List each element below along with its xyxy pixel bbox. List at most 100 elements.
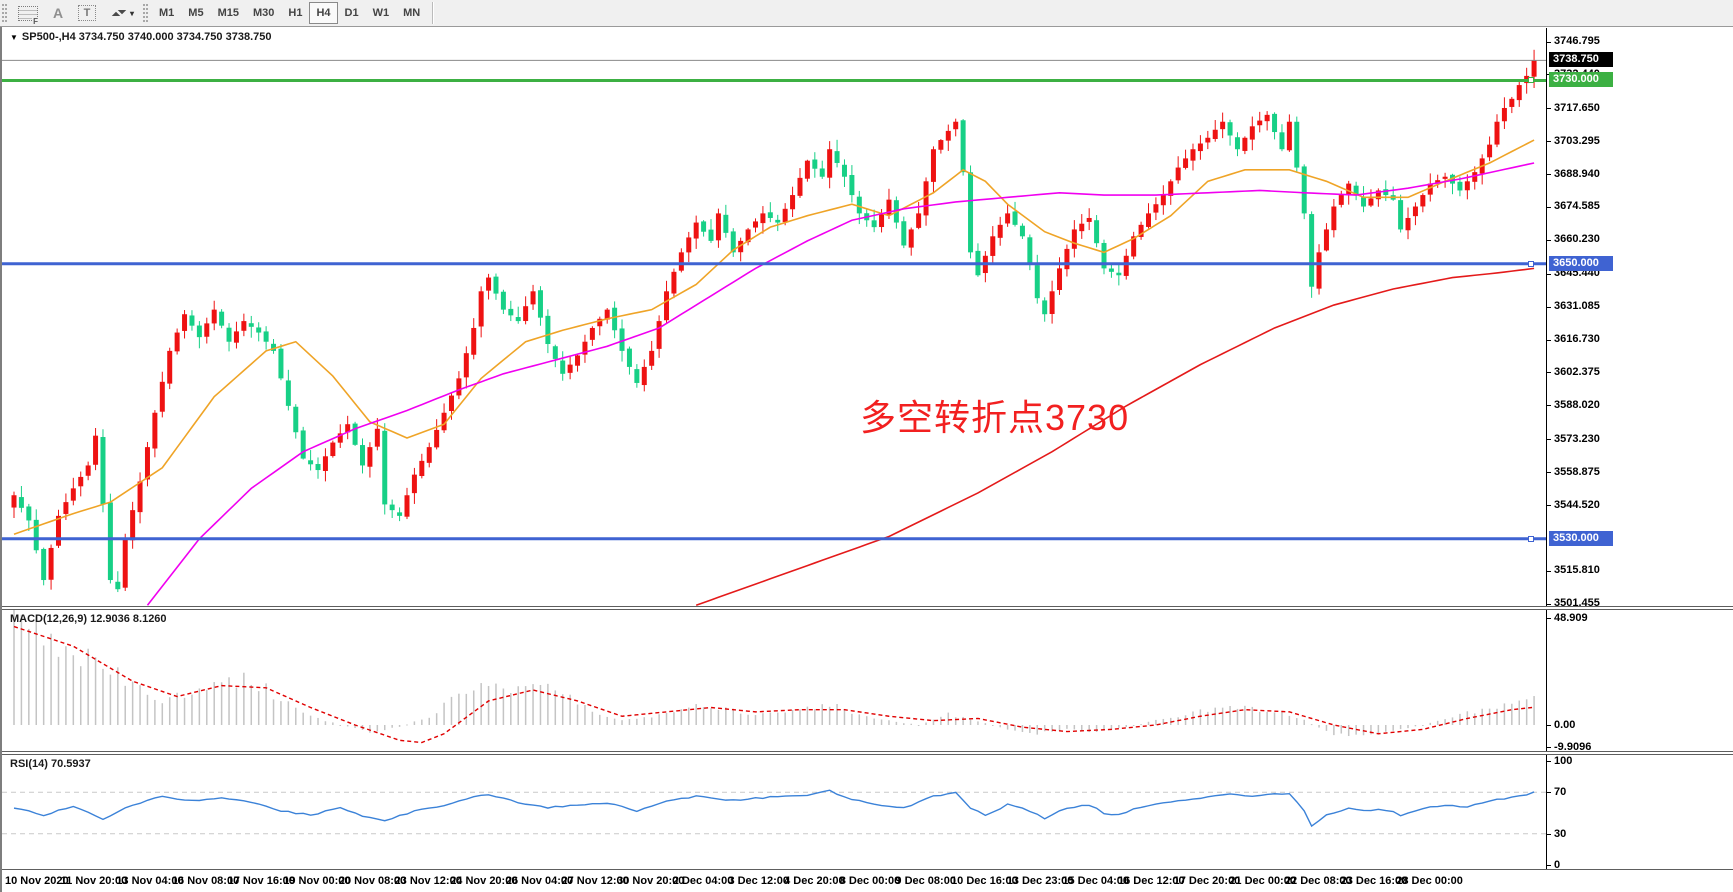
price-axis-line — [1546, 28, 1547, 870]
time-axis-label: 21 Dec 00:00 — [1229, 875, 1296, 887]
macd-axis-label: 0.00 — [1554, 719, 1576, 731]
price-tick-label: 3573.230 — [1554, 432, 1600, 445]
candlestick-chart[interactable] — [2, 28, 1546, 607]
pane-divider[interactable] — [2, 751, 1733, 755]
axis-tick-mark — [1546, 570, 1551, 572]
axis-tick-mark — [1546, 617, 1551, 619]
timeframe-button-m30[interactable]: M30 — [252, 7, 275, 19]
time-axis-label: 23 Dec 16:00 — [1340, 875, 1408, 887]
toolbar-drag-handle[interactable] — [143, 4, 149, 22]
macd-axis-label: -9.9096 — [1554, 740, 1592, 753]
axis-tick-mark — [1546, 174, 1551, 176]
axis-tick-mark — [1546, 339, 1551, 341]
time-axis-label: 13 Nov 04:00 — [116, 875, 184, 887]
rsi-axis-label: 70 — [1554, 786, 1567, 799]
time-axis-label: 13 Dec 23:00 — [1006, 875, 1074, 887]
chart-text-annotation[interactable]: 多空转折点3730 — [860, 397, 1130, 438]
time-axis-label: 26 Nov 04:00 — [505, 875, 574, 887]
timeframe-group: M1 M5 M15 M30 H1 H4 D1 W1 MN — [152, 2, 427, 24]
dropdown-caret-icon[interactable]: ▾ — [130, 8, 135, 18]
macd-axis-label: 48.909 — [1554, 611, 1588, 624]
axis-tick-mark — [1546, 273, 1551, 275]
time-axis-label: 8 Dec 00:00 — [839, 875, 901, 887]
time-axis-label: 10 Nov 2020 — [5, 875, 69, 887]
axis-tick-mark — [1546, 761, 1551, 762]
price-tick-label: 3660.230 — [1554, 233, 1600, 246]
time-axis-label: 11 Nov 20:00 — [60, 875, 128, 887]
price-tick-label: 3674.585 — [1554, 200, 1600, 213]
timeframe-button-h1[interactable]: H1 — [288, 7, 303, 19]
axis-tick-mark — [1546, 505, 1551, 506]
text-label-icon: T — [83, 7, 91, 19]
time-axis-label: 3 Dec 12:00 — [728, 875, 789, 887]
price-line-badge: 3530.000 — [1549, 530, 1613, 546]
font-a-icon: A — [52, 5, 64, 21]
rsi-indicator-chart — [2, 789, 1546, 835]
font-button[interactable]: A — [45, 2, 71, 24]
toolbar-drag-handle[interactable] — [2, 4, 7, 22]
axis-tick-mark — [1546, 74, 1551, 76]
symbol-header[interactable]: ▼ SP500-,H4 3734.750 3740.000 3734.750 37… — [10, 31, 271, 43]
line-drag-handle[interactable] — [1528, 77, 1534, 84]
axis-tick-mark — [1546, 725, 1551, 726]
time-axis-label: 2 Dec 04:00 — [672, 875, 734, 887]
timeframe-button-h4[interactable]: H4 — [309, 2, 338, 24]
price-tick-label: 3602.375 — [1554, 365, 1600, 378]
axis-tick-mark — [1546, 206, 1551, 208]
timeframe-button-d1[interactable]: D1 — [344, 7, 359, 19]
axis-tick-mark — [1546, 746, 1551, 748]
time-axis-label: 22 Dec 08:00 — [1284, 875, 1352, 887]
axis-tick-mark — [1546, 439, 1551, 441]
price-tick-label: 3688.940 — [1554, 167, 1600, 180]
macd-indicator-chart — [13, 610, 1535, 744]
time-axis-label: 23 Nov 12:00 — [394, 875, 462, 887]
grid-f-icon — [18, 5, 39, 26]
bid-price-badge: 3738.750 — [1549, 52, 1613, 68]
line-drag-handle[interactable] — [1528, 535, 1534, 542]
text-label-button[interactable]: T — [71, 2, 103, 24]
chevron-down-icon[interactable]: ▼ — [10, 33, 18, 42]
price-tick-label: 3703.295 — [1554, 134, 1600, 147]
axis-tick-mark — [1546, 792, 1551, 794]
objects-button[interactable]: ▾ — [103, 2, 141, 24]
rsi-axis-label: 30 — [1554, 827, 1567, 840]
time-axis-label: 16 Dec 12:00 — [1118, 875, 1185, 887]
time-axis-label: 27 Nov 12:00 — [561, 875, 629, 887]
time-axis-label: 19 Nov 00:00 — [283, 875, 351, 887]
time-axis-line — [2, 869, 1733, 870]
price-line-badge: 3730.000 — [1549, 72, 1613, 88]
price-tick-label: 3544.520 — [1554, 498, 1600, 511]
timeframe-button-m1[interactable]: M1 — [159, 7, 175, 19]
price-tick-label: 3717.650 — [1554, 101, 1600, 114]
time-axis-label: 20 Nov 08:00 — [338, 875, 407, 887]
time-axis-label: 24 Nov 20:00 — [450, 875, 518, 887]
axis-tick-mark — [1546, 865, 1551, 866]
time-axis-label: 30 Nov 20:00 — [617, 875, 685, 887]
pane-divider[interactable] — [2, 606, 1733, 610]
arrange-arrows-icon — [110, 4, 128, 22]
toolbar: A T ▾ M1 M5 M15 M30 H1 H4 D1 W1 MN — [0, 0, 1733, 27]
time-axis-label: 9 Dec 08:00 — [895, 875, 956, 887]
chart-grid-button[interactable] — [11, 2, 45, 26]
price-tick-label: 3616.730 — [1554, 333, 1600, 346]
price-tick-label: 3631.085 — [1554, 300, 1600, 313]
axis-tick-mark — [1546, 372, 1551, 374]
symbol-ohlc-text: SP500-,H4 3734.750 3740.000 3734.750 373… — [21, 31, 272, 43]
line-drag-handle[interactable] — [1528, 260, 1534, 267]
time-axis-label: 4 Dec 20:00 — [784, 875, 845, 887]
time-axis-label: 17 Nov 16:00 — [227, 875, 295, 887]
price-tick-label: 3746.795 — [1554, 35, 1600, 47]
timeframe-button-w1[interactable]: W1 — [372, 7, 390, 19]
axis-tick-mark — [1546, 306, 1551, 308]
axis-tick-mark — [1546, 141, 1551, 143]
price-tick-label: 3515.810 — [1554, 564, 1600, 577]
price-line-badge: 3650.000 — [1549, 255, 1613, 271]
time-axis-label: 15 Dec 04:00 — [1062, 875, 1130, 887]
timeframe-button-mn[interactable]: MN — [403, 7, 421, 19]
rsi-axis-label: 0 — [1554, 859, 1561, 871]
axis-tick-mark — [1546, 472, 1551, 474]
timeframe-button-m5[interactable]: M5 — [188, 7, 204, 19]
time-axis-label: 10 Dec 16:00 — [951, 875, 1018, 887]
rsi-axis-label: 100 — [1554, 755, 1573, 767]
timeframe-button-m15[interactable]: M15 — [217, 7, 239, 19]
